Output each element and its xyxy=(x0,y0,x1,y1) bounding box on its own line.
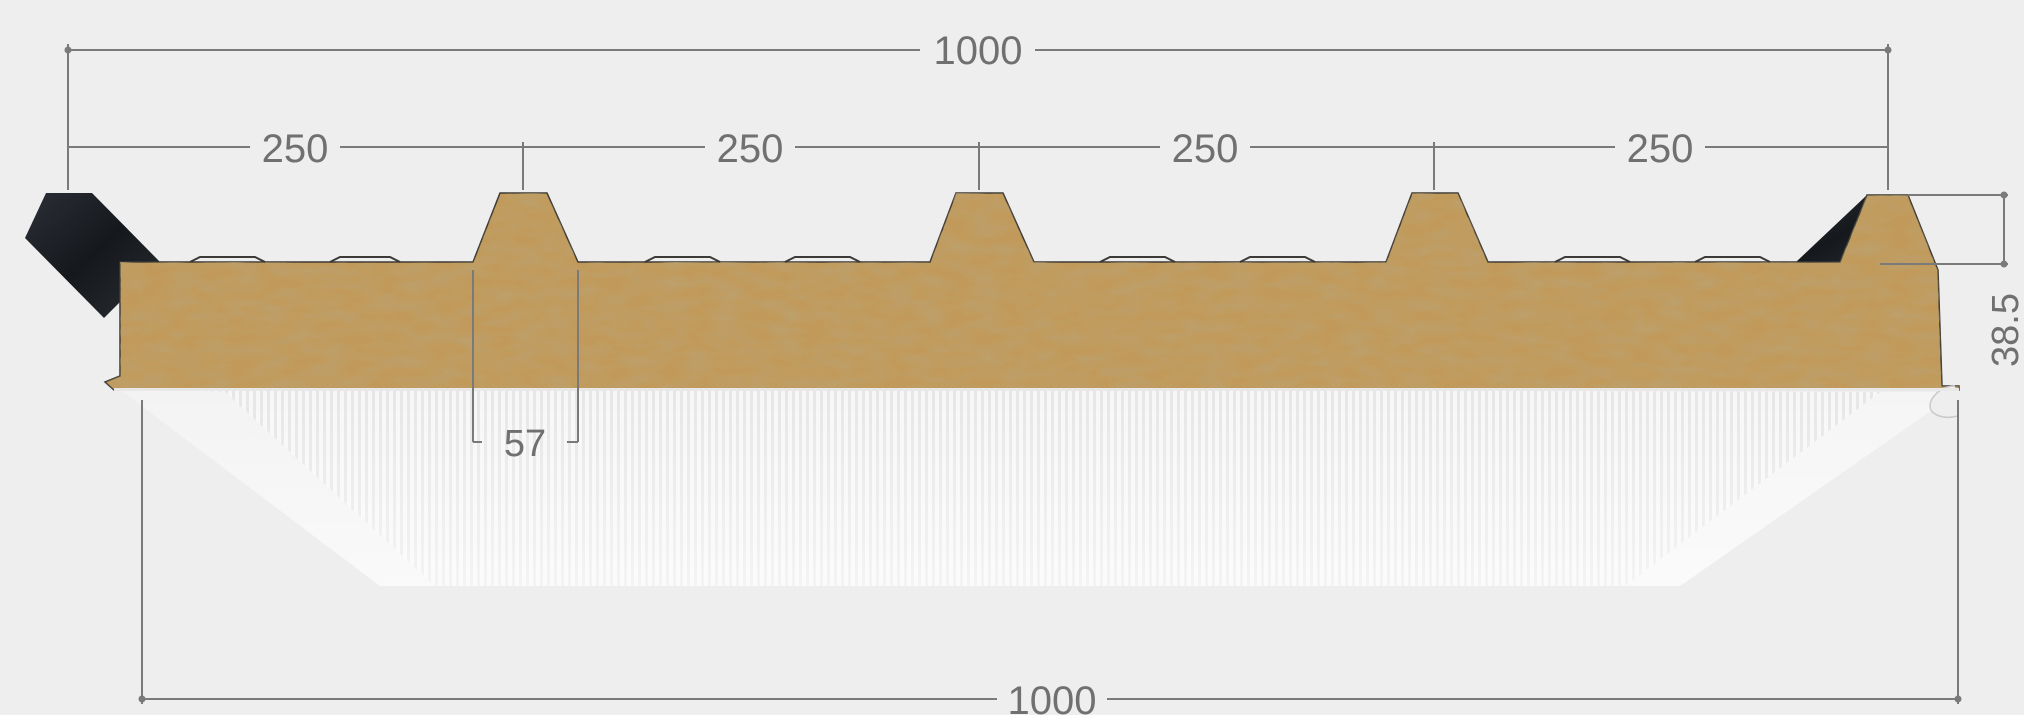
top-total-label: 1000 xyxy=(934,29,1023,73)
dimension-labels: 1000 250 250 250 250 57 38.5 1000 xyxy=(262,29,2024,715)
rib-height-label: 38.5 xyxy=(1985,293,2024,367)
rib-spacing-label-1: 250 xyxy=(262,127,329,171)
rib-width-label: 57 xyxy=(504,423,546,465)
bottom-face xyxy=(118,388,1958,586)
flat-ribs xyxy=(189,256,1771,263)
rib-spacing-label-2: 250 xyxy=(717,127,784,171)
mineral-wool-core xyxy=(103,192,1960,418)
rib-spacing-label-4: 250 xyxy=(1627,127,1694,171)
dimension-lines xyxy=(64,44,2008,704)
rib-spacing-label-3: 250 xyxy=(1172,127,1239,171)
bottom-total-label: 1000 xyxy=(1008,679,1097,715)
